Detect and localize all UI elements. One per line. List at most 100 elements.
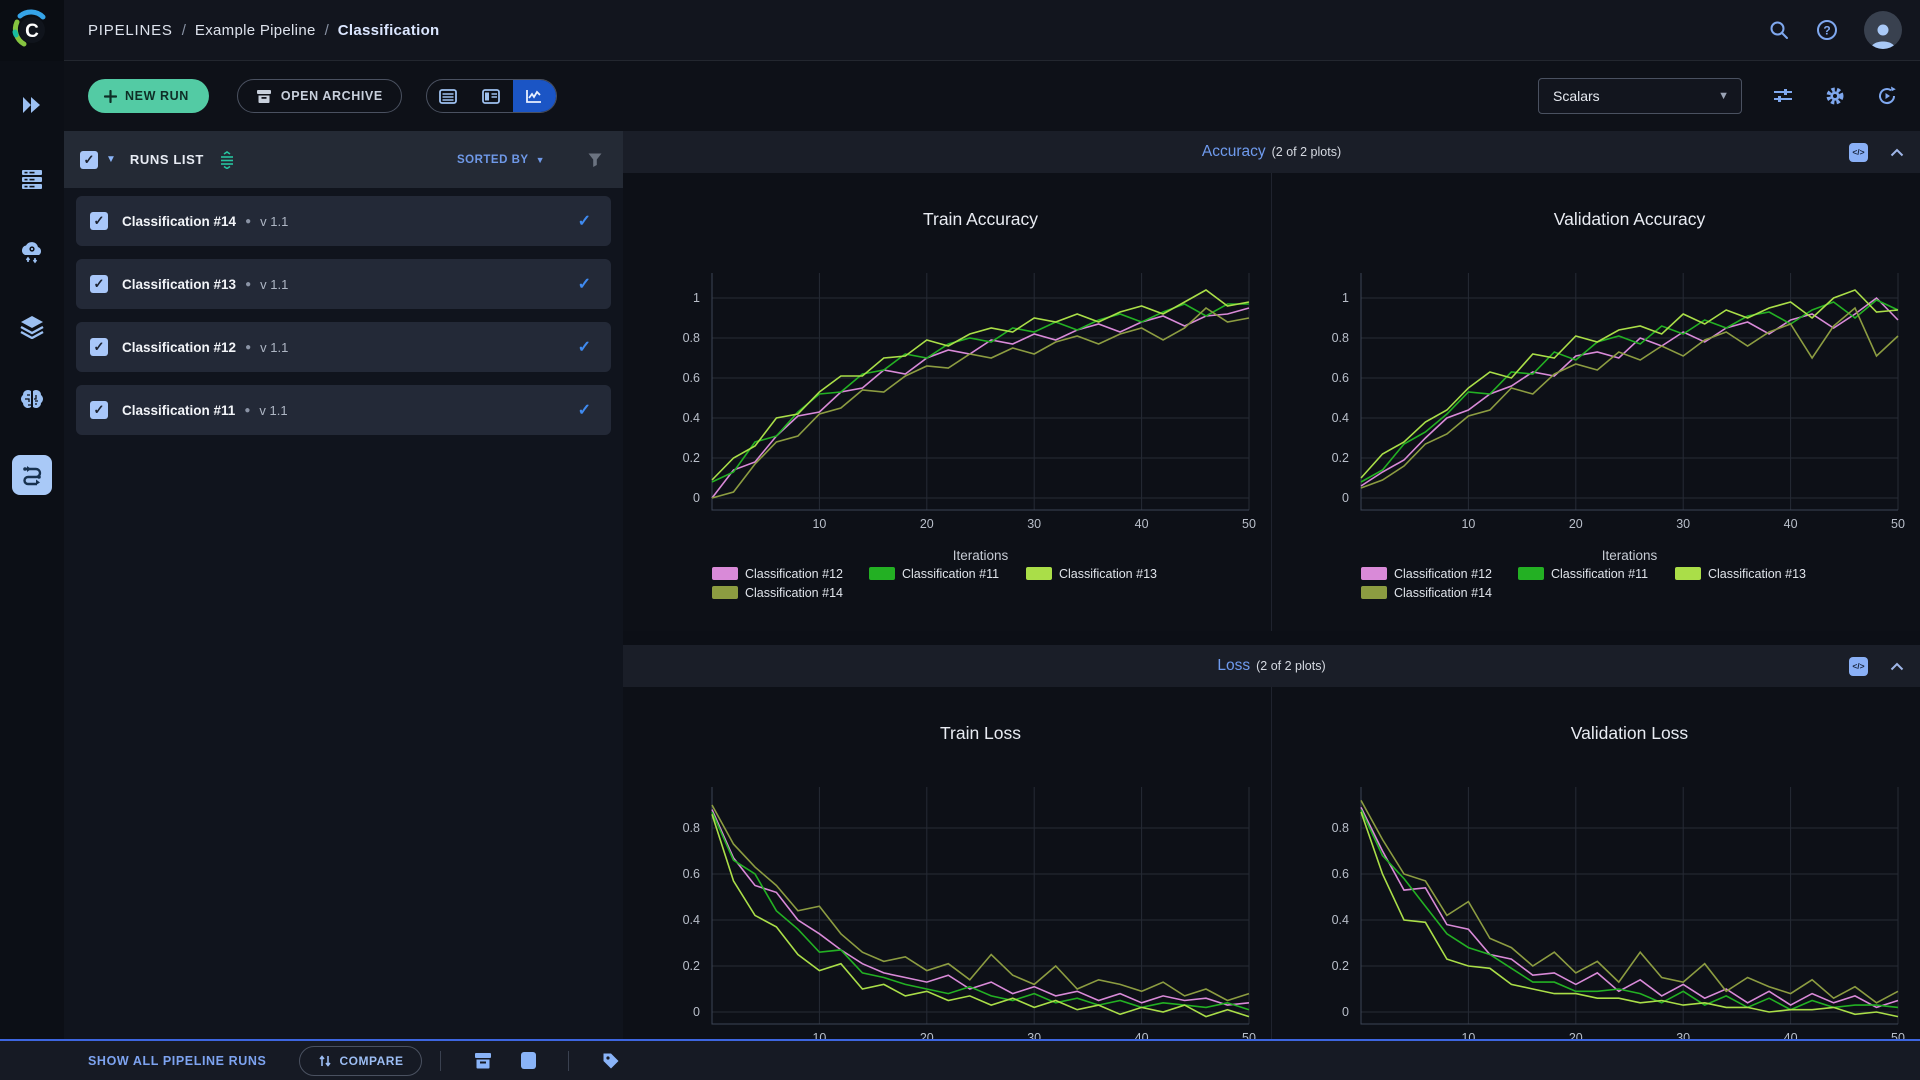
series-line-classification-14 (711, 306, 1250, 499)
metric-section-accuracy: Accuracy (2 of 2 plots) </> 0 0.2 0.4 0.6 0.8 1 1… (623, 131, 1920, 631)
new-run-button[interactable]: NEW RUN (88, 79, 209, 113)
chart-title: Train Accuracy (923, 209, 1038, 229)
run-version: v 1.1 (260, 213, 289, 229)
archive-icon[interactable] (473, 1051, 493, 1071)
help-icon[interactable]: ? (1816, 19, 1838, 41)
chart-title: Validation Loss (1571, 723, 1689, 743)
tag-icon[interactable] (601, 1051, 621, 1071)
run-selected-check-icon: ✓ (577, 213, 591, 230)
svg-text:20: 20 (1569, 1031, 1583, 1040)
sidebar-item-workers-queues[interactable] (12, 159, 52, 199)
open-archive-button[interactable]: OPEN ARCHIVE (236, 79, 402, 113)
collapse-section-icon[interactable] (1890, 662, 1904, 671)
chart-panel: 0 0.2 0.4 0.6 0.8 1 10 20 30 40 50 Validation Accur… (1271, 173, 1920, 631)
sidebar-item-models[interactable] (12, 381, 52, 421)
breadcrumb-separator: / (324, 21, 329, 39)
run-checkbox[interactable]: ✓ (90, 401, 108, 419)
legend-label: Classification #13 (1708, 567, 1806, 581)
plus-icon (104, 89, 117, 103)
compare-label: COMPARE (339, 1053, 404, 1068)
section-title: Loss (1217, 657, 1251, 674)
user-icon (1871, 24, 1895, 49)
unfold-icon[interactable] (218, 150, 236, 169)
svg-text:30: 30 (1027, 517, 1041, 531)
embed-code-icon[interactable]: </> (1849, 656, 1868, 676)
select-all-checkbox[interactable]: ✓ (80, 150, 98, 169)
split-view-toggle[interactable] (470, 80, 513, 112)
legend-label: Classification #11 (1551, 567, 1648, 581)
x-axis-label: Iterations (953, 548, 1009, 563)
legend-label: Classification #12 (745, 567, 843, 581)
run-checkbox[interactable]: ✓ (90, 275, 108, 293)
section-header: Accuracy (2 of 2 plots) </> (623, 131, 1920, 173)
search-icon[interactable] (1768, 19, 1790, 41)
series-line-classification-13 (711, 289, 1250, 481)
run-list-item[interactable]: ✓ Classification #13 ● v 1.1 ✓ (76, 259, 611, 309)
user-avatar[interactable] (1864, 11, 1902, 49)
embed-code-icon[interactable]: </> (1849, 142, 1868, 162)
runs-list-header: ✓ ▼ RUNS LIST SORTED BY ▼ (64, 131, 623, 188)
compare-icon (318, 1054, 331, 1067)
select-menu-caret-icon[interactable]: ▼ (106, 154, 116, 165)
svg-text:0: 0 (693, 491, 700, 505)
svg-text:50: 50 (1891, 1031, 1905, 1040)
series-line-classification-14 (711, 804, 1250, 1002)
chart-title: Validation Accuracy (1554, 209, 1706, 229)
svg-text:0: 0 (693, 1005, 700, 1019)
clearml-logo-icon: C (12, 9, 46, 47)
view-toggle-group (425, 79, 557, 113)
layers-icon (20, 316, 44, 339)
open-archive-label: OPEN ARCHIVE (280, 89, 383, 103)
svg-text:0.8: 0.8 (1332, 331, 1349, 345)
run-version: v 1.1 (260, 339, 289, 355)
run-checkbox[interactable]: ✓ (90, 338, 108, 356)
svg-text:40: 40 (1784, 517, 1798, 531)
svg-text:0.8: 0.8 (683, 821, 700, 835)
chart-view-toggle[interactable] (512, 80, 556, 112)
chart-validation-accuracy[interactable]: 0 0.2 0.4 0.6 0.8 1 10 20 30 40 50 Validation Accur… (1276, 173, 1916, 631)
sidebar-item-datasets[interactable] (12, 307, 52, 347)
tune-icon[interactable] (1772, 85, 1794, 107)
breadcrumb-pipeline-name[interactable]: Example Pipeline (194, 21, 316, 39)
run-name: Classification #13 (122, 276, 237, 292)
chart-train-accuracy[interactable]: 0 0.2 0.4 0.6 0.8 1 10 20 30 40 50 Train Accuracy It… (627, 173, 1267, 631)
filter-icon[interactable] (587, 152, 603, 168)
svg-text:0.6: 0.6 (1332, 867, 1349, 881)
svg-text:10: 10 (812, 517, 826, 531)
chevron-down-icon: ▼ (535, 154, 545, 165)
run-selected-check-icon: ✓ (577, 276, 591, 293)
svg-text:50: 50 (1242, 517, 1256, 531)
table-view-toggle[interactable] (427, 80, 470, 112)
svg-text:40: 40 (1784, 1031, 1798, 1040)
metric-type-select[interactable]: Scalars ▼ (1538, 78, 1742, 114)
run-checkbox[interactable]: ✓ (90, 212, 108, 230)
app-logo[interactable]: C (0, 0, 64, 61)
settings-gear-icon[interactable] (1824, 85, 1846, 107)
sidebar-item-autoscalers[interactable] (12, 233, 52, 273)
run-list-item[interactable]: ✓ Classification #11 ● v 1.1 ✓ (76, 385, 611, 435)
legend-swatch (1518, 567, 1544, 580)
legend-label: Classification #11 (902, 567, 999, 581)
legend-swatch (712, 567, 738, 580)
run-list-item[interactable]: ✓ Classification #12 ● v 1.1 ✓ (76, 322, 611, 372)
svg-text:0.6: 0.6 (683, 867, 700, 881)
collapse-section-icon[interactable] (1890, 148, 1904, 157)
sorted-by-control[interactable]: SORTED BY ▼ (457, 154, 545, 166)
compare-button[interactable]: COMPARE (298, 1045, 423, 1076)
sorted-by-label: SORTED BY (456, 153, 529, 166)
refresh-icon[interactable] (1876, 85, 1898, 107)
sidebar-item-pipelines[interactable] (12, 455, 52, 495)
sidebar-item-projects[interactable] (12, 85, 52, 125)
show-all-pipeline-runs-link[interactable]: SHOW ALL PIPELINE RUNS (88, 1053, 267, 1068)
projects-icon (23, 97, 40, 113)
charts-row: 0 0.2 0.4 0.6 0.8 1 10 20 30 40 50 Train Accuracy It… (623, 173, 1920, 631)
abort-icon[interactable] (521, 1052, 537, 1069)
runs-list-title: RUNS LIST (129, 152, 204, 167)
breadcrumb-pipelines[interactable]: PIPELINES (88, 21, 173, 39)
run-list-item[interactable]: ✓ Classification #14 ● v 1.1 ✓ (76, 196, 611, 246)
breadcrumb: PIPELINES / Example Pipeline / Classific… (88, 22, 440, 39)
svg-text:20: 20 (920, 517, 934, 531)
